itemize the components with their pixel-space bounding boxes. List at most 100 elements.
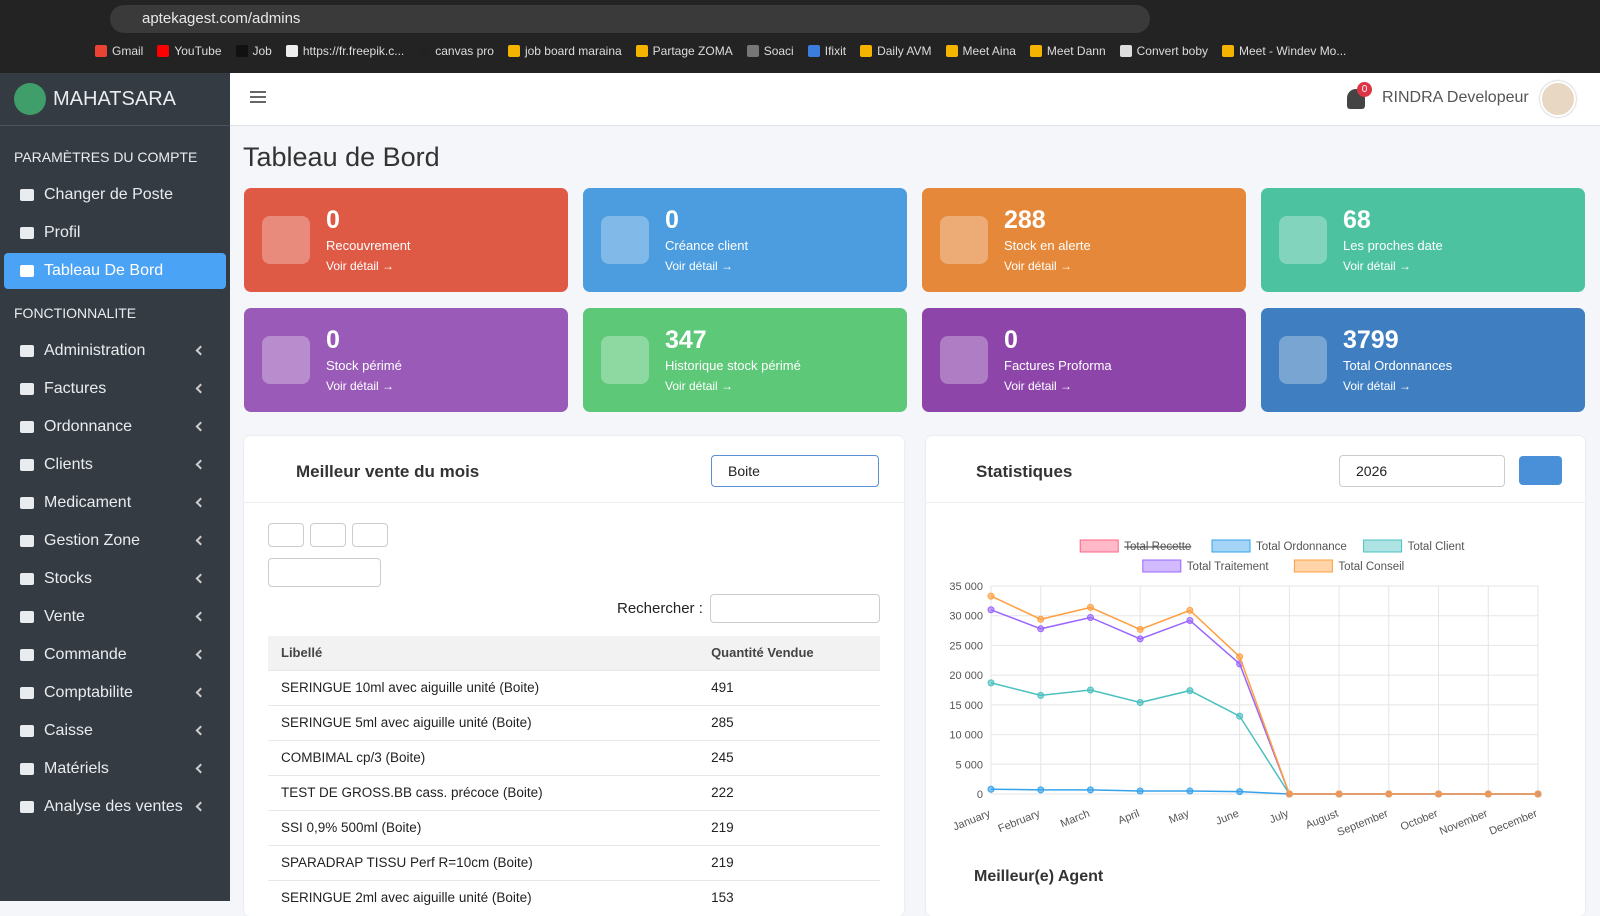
bookmark[interactable]: YouTube: [157, 44, 222, 62]
bookmark[interactable]: Job: [235, 44, 272, 62]
menu-icon: [20, 265, 34, 277]
menu-item[interactable]: Administration: [4, 333, 226, 369]
chevron: [195, 763, 206, 774]
menu-item[interactable]: Caisse: [4, 713, 226, 749]
menu-item[interactable]: Tableau De Bord: [4, 253, 226, 289]
table-row: SERINGUE 10ml avec aiguille unité (Boite…: [268, 669, 880, 705]
menu-item[interactable]: Clients: [4, 447, 226, 483]
table-row: TEST DE GROSS.BB cass. précoce (Boite) 22…: [268, 774, 880, 810]
bookmark[interactable]: Convert boby: [1119, 44, 1208, 62]
menu-label: Matériels: [44, 760, 109, 777]
bookmark-icon: [418, 45, 431, 57]
legend-label[interactable]: Total Traitement: [1187, 561, 1270, 573]
bookmark-icon: [1119, 45, 1132, 57]
bookmark-icon: [1029, 45, 1042, 57]
legend-label[interactable]: Total Recette: [1124, 541, 1191, 553]
bookmark[interactable]: https://fr.freepik.c...: [285, 44, 404, 62]
data-point: [1136, 698, 1144, 706]
sales-table: Libellé Quantité Vendue SERINGUE 10ml avec…: [268, 636, 880, 915]
x-tick-label: July: [1268, 807, 1291, 826]
card-link[interactable]: Voir détail →: [326, 379, 395, 393]
pdf-button[interactable]: [310, 523, 346, 547]
menu-item[interactable]: Profil: [4, 215, 226, 251]
data-point: [1236, 653, 1244, 661]
legend-label[interactable]: Total Ordonnance: [1256, 541, 1347, 553]
bookmark[interactable]: Daily AVM: [860, 44, 932, 62]
menu-icon: [20, 801, 34, 813]
panel-title: Meilleur vente du mois: [296, 462, 480, 481]
menu-label: Analyse des ventes: [44, 798, 183, 815]
legend-label[interactable]: Total Conseil: [1338, 561, 1404, 573]
menu-item[interactable]: Comptabilite: [4, 675, 226, 711]
year-select[interactable]: 2026: [1339, 455, 1505, 487]
menu-toggle[interactable]: [250, 91, 266, 93]
agent-title: Meilleur(e) Agent: [974, 868, 1104, 885]
card-value: 0: [326, 326, 340, 354]
bookmark-label: Meet Aina: [962, 44, 1016, 58]
page-length-select[interactable]: [268, 558, 381, 587]
column-header: Libellé: [268, 636, 699, 670]
menu-item[interactable]: Analyse des ventes: [4, 789, 226, 825]
card-link[interactable]: Voir détail →: [1343, 259, 1412, 273]
legend-swatch: [1079, 539, 1119, 553]
x-tick-label: October: [1399, 808, 1440, 834]
card-link[interactable]: Voir détail →: [1004, 379, 1073, 393]
menu-item[interactable]: Matériels: [4, 751, 226, 787]
bookmark-label: Meet Dann: [1046, 44, 1106, 58]
menu-item[interactable]: Factures: [4, 371, 226, 407]
data-point: [1186, 606, 1194, 614]
legend-label[interactable]: Total Client: [1408, 541, 1466, 553]
card-link[interactable]: Voir détail →: [665, 379, 734, 393]
chevron: [195, 497, 206, 508]
card-value: 0: [665, 206, 679, 234]
menu-item[interactable]: Medicament: [4, 485, 226, 521]
user-name[interactable]: RINDRA Developeur: [1382, 89, 1529, 106]
bookmark[interactable]: Meet - Windev Mo...: [1222, 44, 1346, 62]
arrow-icon: →: [382, 379, 395, 393]
bookmark[interactable]: Partage ZOMA: [635, 44, 733, 62]
menu-item[interactable]: Ordonnance: [4, 409, 226, 445]
card-link[interactable]: Voir détail →: [1343, 379, 1412, 393]
menu-item[interactable]: Stocks: [4, 561, 226, 597]
excel-button[interactable]: [268, 523, 304, 547]
bookmark[interactable]: Meet Aina: [945, 44, 1016, 62]
data-point: [1236, 788, 1244, 796]
card-link[interactable]: Voir détail →: [326, 259, 395, 273]
bookmark[interactable]: canvas pro: [418, 44, 494, 62]
table-row: SERINGUE 2ml avec aiguille unité (Boite)…: [268, 879, 880, 915]
download-button[interactable]: [1519, 456, 1562, 485]
menu-icon: [20, 497, 34, 509]
y-tick-label: 15 000: [949, 700, 983, 712]
table-cell: 153: [698, 879, 880, 915]
bookmark[interactable]: job board maraina: [507, 44, 622, 62]
url-bar[interactable]: aptekagest.com/admins: [110, 5, 1150, 33]
card-icon: [601, 336, 649, 384]
menu-item[interactable]: Gestion Zone: [4, 523, 226, 559]
print-button[interactable]: [352, 523, 388, 547]
best-sales-panel: Meilleur vente du mois Boite Rechercher …: [244, 436, 904, 916]
menu-item[interactable]: Commande: [4, 637, 226, 673]
bookmark[interactable]: Ifixit: [807, 44, 846, 62]
bookmark[interactable]: Meet Dann: [1029, 44, 1106, 62]
menu-label: Clients: [44, 456, 93, 473]
menu-label: Vente: [44, 608, 85, 625]
menu-item[interactable]: Vente: [4, 599, 226, 635]
table-cell: 285: [698, 704, 880, 740]
menu-item[interactable]: Changer de Poste: [4, 177, 226, 213]
y-tick-label: 35 000: [949, 581, 983, 593]
arrow-icon: →: [1399, 259, 1412, 273]
card-link[interactable]: Voir détail →: [665, 259, 734, 273]
bookmark[interactable]: Soaci: [746, 44, 794, 62]
unit-select[interactable]: Boite: [711, 455, 879, 487]
data-point: [1335, 790, 1343, 798]
bookmark[interactable]: Gmail: [95, 44, 143, 62]
stat-card: 68 Les proches date Voir détail →: [1261, 188, 1585, 292]
card-link[interactable]: Voir détail →: [1004, 259, 1073, 273]
brand[interactable]: MAHATSARA: [0, 73, 230, 126]
avatar[interactable]: [1540, 81, 1576, 117]
menu-icon: [20, 611, 34, 623]
y-tick-label: 0: [977, 789, 983, 801]
x-tick-label: June: [1214, 808, 1241, 828]
data-point: [1086, 786, 1094, 794]
search-input[interactable]: [710, 594, 880, 623]
